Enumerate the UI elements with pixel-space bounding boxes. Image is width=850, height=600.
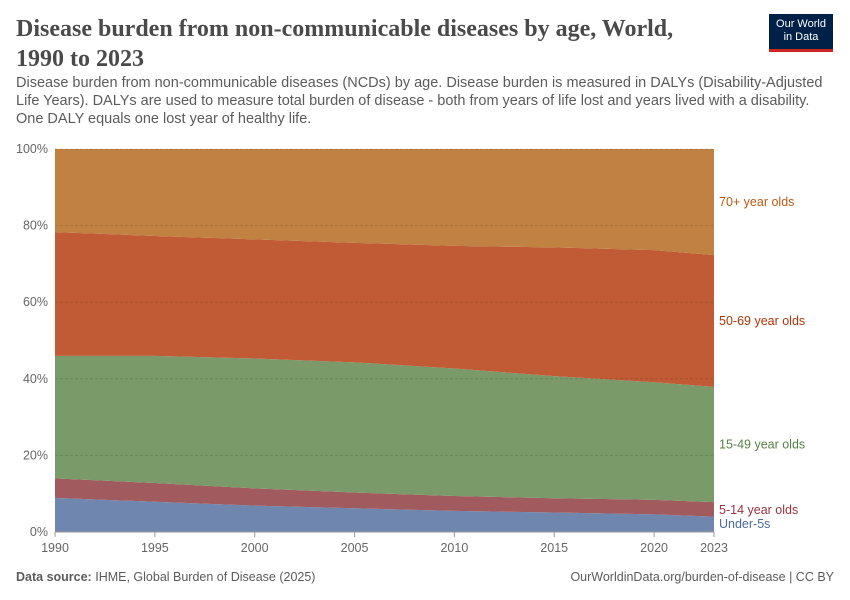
x-tick-label: 2010 [440,541,468,555]
owid-logo[interactable]: Our World in Data [769,14,833,52]
area-70-year-olds [55,149,714,256]
x-tick-label: 2000 [241,541,269,555]
area-under-5s [55,497,714,532]
area-15-49-year-olds [55,355,714,503]
chart-subtitle: Disease burden from non-communicable dis… [16,75,823,127]
area-5-14-year-olds [55,478,714,517]
logo-line-2: in Data [783,31,819,43]
y-tick-label: 0% [30,525,48,539]
x-tick-label: 1990 [41,541,69,555]
y-tick-label: 40% [23,372,48,386]
x-tick-label: 2015 [540,541,568,555]
series-label: 70+ year olds [719,195,794,209]
series-label: 15-49 year olds [719,437,805,451]
source-label: Data source: [16,570,92,584]
x-tick-label: 2023 [700,541,728,555]
data-source: Data source: IHME, Global Burden of Dise… [16,570,315,584]
logo-line-1: Our World [776,18,826,30]
x-tick-label: 1995 [141,541,169,555]
chart-title: Disease burden from non-communicable dis… [16,16,674,72]
y-tick-label: 80% [23,219,48,233]
series-label: 50-69 year olds [719,314,805,328]
x-tick-label: 2020 [640,541,668,555]
source-text: IHME, Global Burden of Disease (2025) [95,570,316,584]
series-label: Under-5s [719,517,770,531]
series-label: 5-14 year olds [719,503,798,517]
area-50-69-year-olds [55,232,714,387]
x-tick-label: 2005 [341,541,369,555]
source-url[interactable]: OurWorldinData.org/burden-of-disease | C… [570,570,834,584]
y-tick-label: 20% [23,448,48,462]
y-tick-label: 60% [23,295,48,309]
y-tick-label: 100% [16,142,48,156]
